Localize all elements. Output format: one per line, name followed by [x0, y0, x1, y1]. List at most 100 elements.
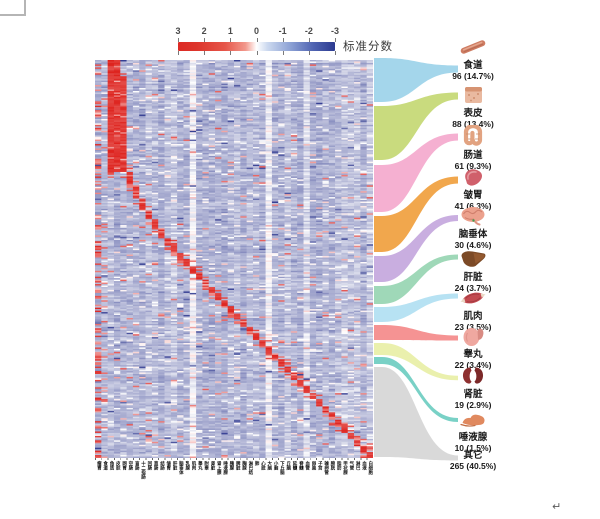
heatmap-column-label: 大脑	[267, 461, 273, 470]
heatmap-column-label: 脾脏	[236, 461, 242, 470]
esophagus-icon	[438, 34, 508, 60]
heatmap-column-label: 淋巴	[356, 461, 362, 470]
heatmap-column-label: 脊髓	[299, 461, 305, 470]
organ-item: 肠道 61 (9.3%)	[438, 124, 508, 171]
colorbar-tickmark	[256, 51, 258, 55]
heatmap-column-label: 唾液腺	[223, 461, 229, 475]
page-border-corner-horizontal	[0, 14, 26, 16]
heatmap-column-label: 卵巢	[311, 461, 317, 470]
sankey-flow-0-organ	[374, 58, 458, 102]
heatmap-column-label: 回肠	[147, 461, 153, 470]
organ-item: 睾丸 22 (3.4%)	[438, 323, 508, 370]
colorbar-tickmark	[335, 51, 336, 55]
organ-name-label: 肌肉	[463, 311, 483, 322]
heatmap-column-label: 胰腺	[229, 461, 235, 470]
heatmap-column-label: 结肠	[160, 461, 166, 470]
heatmap-column-label: 网胃	[122, 461, 128, 470]
colorbar-title: 标准分数	[343, 41, 393, 53]
organ-item: 食道 96 (14.7%)	[438, 34, 508, 81]
heatmap-column-label: 甲状腺	[343, 461, 349, 475]
marker-gene-heatmap	[95, 60, 373, 458]
heatmap-column-label: 下丘脑	[280, 461, 286, 475]
heatmap-column-label: 食道	[103, 461, 109, 470]
heatmap-column-label: 皮肤	[116, 461, 122, 470]
colorbar-tick-label: -3	[330, 26, 340, 36]
muscle-icon	[438, 285, 508, 311]
colorbar-tickmark	[256, 38, 258, 42]
colorbar-tickmark	[335, 38, 336, 42]
heatmap-column-label: 附睾	[204, 461, 210, 470]
organ-name-label: 表皮	[463, 108, 483, 119]
organ-count-label: 265 (40.5%)	[449, 461, 497, 471]
organ-count-label: 22 (3.4%)	[454, 360, 492, 370]
pituitary-icon	[438, 203, 508, 229]
heatmap-column-label: 小脑	[274, 461, 280, 470]
organ-item: 肌肉 23 (3.5%)	[438, 285, 508, 332]
heatmap-column-label: 脑垂体	[179, 461, 185, 475]
liver-icon	[438, 246, 508, 272]
salivary-gland-icon	[438, 406, 508, 432]
heatmap-column-label: 心脏	[261, 461, 267, 470]
organ-item: 唾液腺 10 (1.5%)	[438, 406, 508, 453]
kidney-icon	[438, 363, 508, 389]
organ-count-label: 96 (14.7%)	[452, 71, 494, 81]
colorbar-tickmark	[178, 51, 179, 55]
organ-name-label: 肾脏	[463, 389, 483, 400]
colorbar-tickmark	[282, 38, 284, 42]
epidermis-icon	[438, 82, 508, 108]
heatmap-column-label: 脂肪	[337, 461, 343, 470]
sankey-flow-1-organ	[374, 92, 458, 160]
heatmap-column-label: 血液	[362, 461, 368, 470]
sankey-flow-3-organ	[374, 176, 458, 252]
organ-name-label: 脑垂体	[458, 229, 488, 240]
colorbar-tickmark	[230, 51, 232, 55]
colorbar-tickmark	[282, 51, 284, 55]
colorbar-tickmark	[230, 38, 232, 42]
organ-count-label: 88 (13.4%)	[452, 119, 494, 129]
colorbar-tick-labels: 3 2 1 0 -1 -2 -3	[175, 26, 339, 37]
sankey-flow-7-organ	[374, 325, 458, 341]
stomach-icon	[438, 164, 508, 190]
organ-item: 脑垂体 30 (4.6%)	[438, 203, 508, 250]
colorbar-tickmark	[308, 51, 310, 55]
sankey-flow-5-organ	[374, 254, 458, 304]
heatmap-column-label: 白细胞	[368, 461, 374, 475]
organ-item: 表皮 88 (13.4%)	[438, 82, 508, 129]
sankey-flow-8-organ	[374, 343, 458, 381]
organ-count-label: 41 (6.3%)	[454, 201, 492, 211]
heatmap-column-label: 血管	[305, 461, 311, 470]
heatmap-column-label: 淋巴结	[248, 461, 254, 475]
heatmap-column-label: 肝脏	[173, 461, 179, 470]
organ-name-label: 其它	[463, 450, 483, 461]
heatmap-column-label: 十二指肠	[141, 461, 147, 479]
organ-count-label: 24 (3.7%)	[454, 283, 492, 293]
colorbar-tick-label: 0	[253, 26, 260, 36]
heatmap-column-label: 肾脏	[210, 461, 216, 470]
heatmap-column-label: 气管	[349, 461, 355, 470]
heatmap-column-label: 膀胱	[330, 461, 336, 470]
heatmap-column-label: 睾丸	[198, 461, 204, 470]
organ-item: 肝脏 24 (3.7%)	[438, 246, 508, 293]
heatmap-column-label: 延髓	[293, 461, 298, 470]
colorbar-tickmark	[178, 38, 179, 42]
colorbar-gradient	[178, 42, 335, 51]
colorbar-tickmark	[204, 38, 206, 42]
sankey-flows	[374, 58, 458, 461]
heatmap-column-label: 乳腺	[185, 461, 191, 470]
organ-count-label: 30 (4.6%)	[454, 240, 492, 250]
heatmap-column-labels: 瘤胃 食道 角质 皮肤 网胃 空肠 盲肠 十二指肠 回肠 直肠 结肠 皱胃 肝脏 脑垂体 乳腺 肌肉 睾丸 附睾肾…	[95, 461, 373, 479]
organ-item: 肾脏 19 (2.9%)	[438, 363, 508, 410]
heatmap-column-label: 空肠	[128, 461, 134, 470]
organ-name-label: 睾丸	[463, 349, 483, 360]
colorbar-tickmark	[308, 38, 310, 42]
colorbar-tick-label: -2	[304, 26, 313, 36]
heatmap-column-label: 直肠	[154, 461, 160, 470]
heatmap-column-label: 丘脑	[286, 461, 292, 470]
organ-count-label: 10 (1.5%)	[454, 443, 492, 453]
page-border-corner-vertical	[24, 0, 26, 16]
heatmap-column-label: 肺	[255, 461, 261, 466]
sankey-flow-6-organ	[374, 293, 458, 322]
heatmap-column-label: 胸腺	[242, 461, 248, 470]
organ-name-label: 皱胃	[463, 190, 483, 201]
